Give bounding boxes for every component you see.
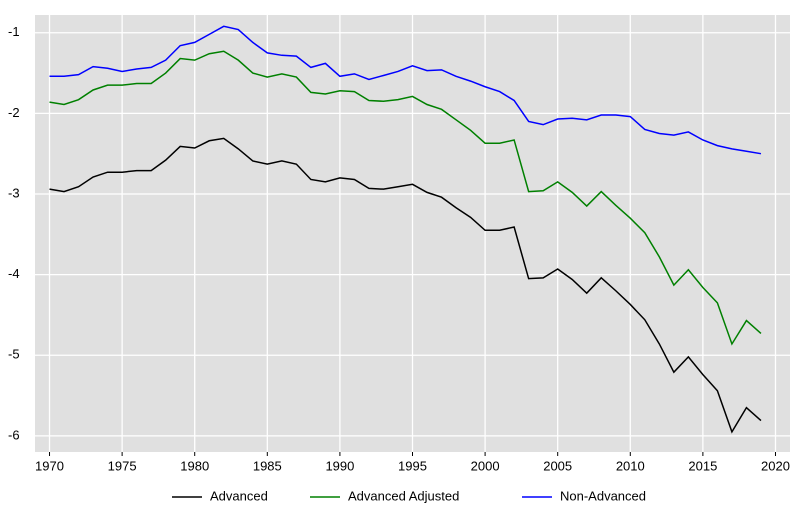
x-tick-label: 2015 (688, 458, 717, 473)
x-tick-label: 1985 (253, 458, 282, 473)
x-tick-label: 1975 (108, 458, 137, 473)
legend-label: Advanced (210, 488, 268, 503)
x-tick-label: 1980 (180, 458, 209, 473)
y-tick-label: -3 (8, 185, 20, 200)
y-tick-label: -4 (8, 266, 20, 281)
series-line (49, 50, 762, 346)
y-tick-label: -6 (8, 427, 20, 442)
x-tick-label: 2000 (471, 458, 500, 473)
legend-label: Advanced Adjusted (348, 488, 459, 503)
series-line (49, 25, 762, 155)
y-tick-label: -2 (8, 105, 20, 120)
x-tick-label: 2005 (543, 458, 572, 473)
y-tick-label: -5 (8, 347, 20, 362)
x-tick-label: 2020 (761, 458, 790, 473)
x-tick-label: 1970 (35, 458, 64, 473)
x-tick-label: 1990 (325, 458, 354, 473)
series-line (49, 137, 762, 434)
x-tick-label: 2010 (616, 458, 645, 473)
x-tick-label: 1995 (398, 458, 427, 473)
legend-label: Non-Advanced (560, 488, 646, 503)
y-tick-label: -1 (8, 24, 20, 39)
